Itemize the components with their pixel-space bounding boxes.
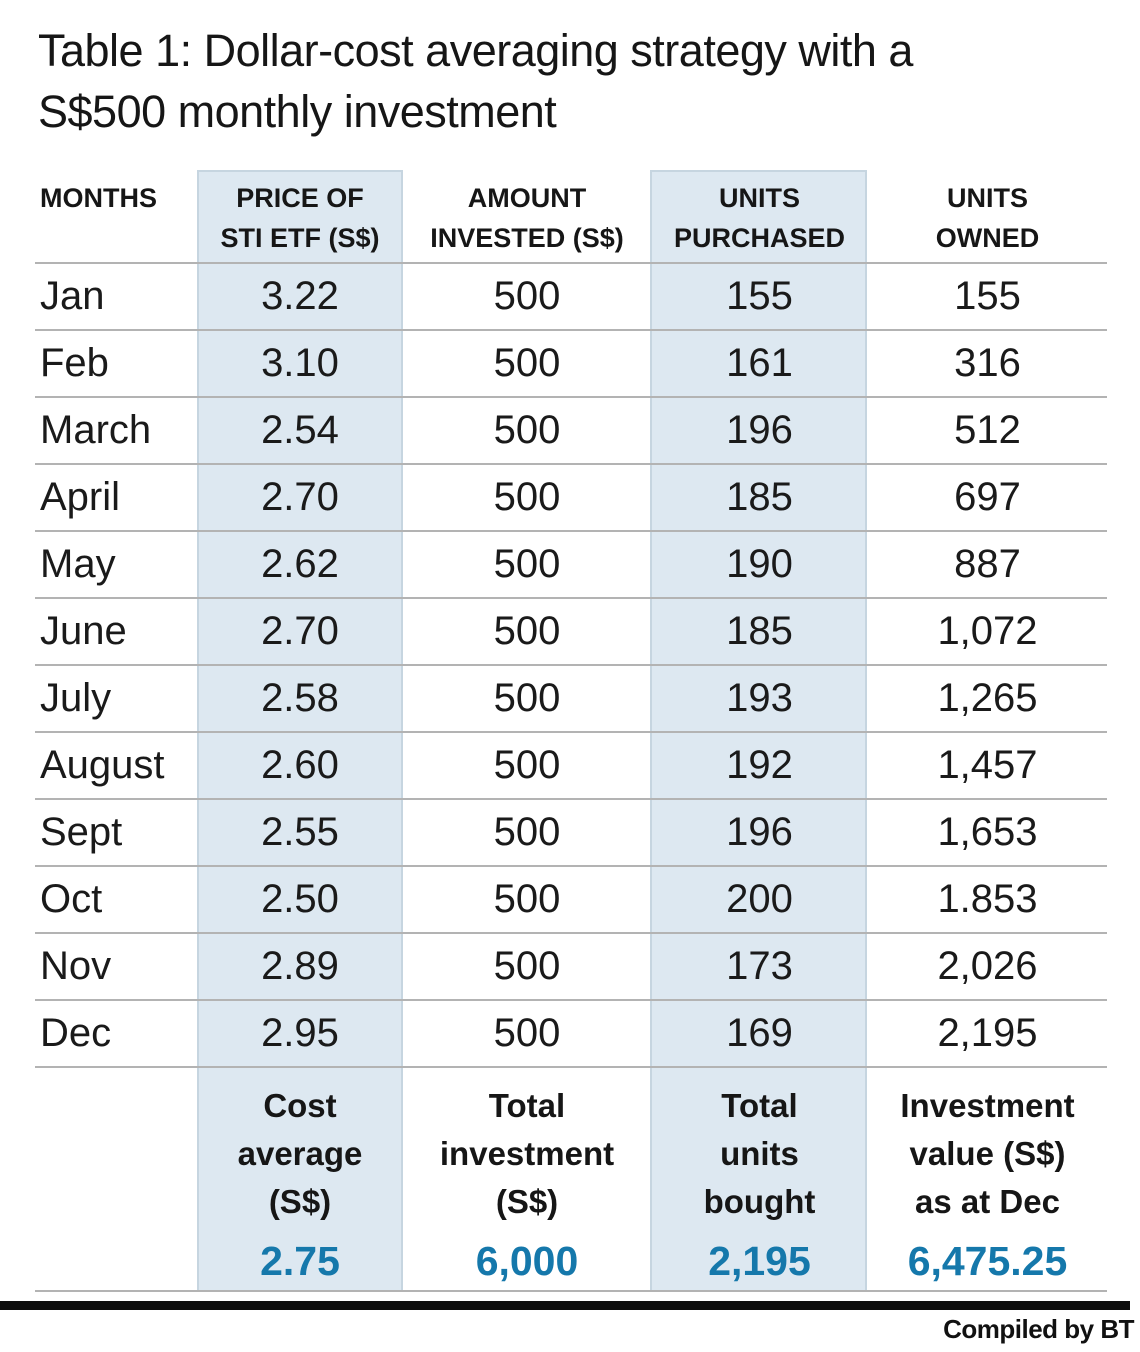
cell-units-owned: 316 bbox=[954, 341, 1021, 385]
summary-cell-investment-value: Investment value (S$) as at Dec 6,475.25 bbox=[868, 1068, 1107, 1290]
summary-label: Investment value (S$) as at Dec bbox=[900, 1087, 1075, 1220]
summary-label: Total investment (S$) bbox=[439, 1087, 615, 1220]
cell-price: 2.60 bbox=[261, 743, 339, 787]
summary-label: Cost average (S$) bbox=[237, 1087, 363, 1220]
column-header-amount-invested: AMOUNT INVESTED (S$) bbox=[430, 183, 624, 253]
cell-price: 2.54 bbox=[261, 408, 339, 452]
cell-amount-invested: 500 bbox=[493, 609, 561, 653]
cell-units-purchased: 185 bbox=[726, 475, 793, 519]
cell-units-purchased: 196 bbox=[726, 810, 793, 854]
cell-month: Dec bbox=[40, 1011, 112, 1055]
cell-month: Jan bbox=[40, 274, 105, 318]
cell-units-owned: 1,457 bbox=[937, 743, 1038, 787]
column-header-units-owned: UNITS OWNED bbox=[935, 183, 1040, 253]
cell-units-purchased: 169 bbox=[726, 1011, 793, 1055]
table-row: May 2.62 500 190 887 bbox=[35, 530, 1107, 597]
summary-cell-total-investment: Total investment (S$) 6,000 bbox=[403, 1068, 651, 1290]
cell-amount-invested: 500 bbox=[493, 676, 561, 720]
cell-month: Nov bbox=[40, 944, 112, 988]
cell-month: Feb bbox=[40, 341, 109, 385]
cell-units-purchased: 192 bbox=[726, 743, 793, 787]
cell-price: 2.58 bbox=[261, 676, 339, 720]
cell-month: Sept bbox=[40, 810, 123, 854]
source-credit: Compiled by BT bbox=[943, 1314, 1134, 1344]
cell-amount-invested: 500 bbox=[493, 877, 561, 921]
cell-units-owned: 1,653 bbox=[937, 810, 1038, 854]
table-header-row: MONTHS PRICE OF STI ETF (S$) AMOUNT INVE… bbox=[35, 170, 1107, 262]
table-row: Feb 3.10 500 161 316 bbox=[35, 329, 1107, 396]
summary-cell-empty bbox=[35, 1068, 197, 1290]
summary-value: 6,000 bbox=[475, 1238, 579, 1284]
cell-units-owned: 697 bbox=[954, 475, 1021, 519]
cell-month: Oct bbox=[40, 877, 103, 921]
cell-amount-invested: 500 bbox=[493, 408, 561, 452]
table-row: August 2.60 500 192 1,457 bbox=[35, 731, 1107, 798]
cell-units-purchased: 190 bbox=[726, 542, 793, 586]
bottom-rule bbox=[0, 1301, 1130, 1310]
cell-units-purchased: 173 bbox=[726, 944, 793, 988]
cell-price: 2.70 bbox=[261, 475, 339, 519]
cell-units-owned: 1,072 bbox=[937, 609, 1038, 653]
cell-amount-invested: 500 bbox=[493, 810, 561, 854]
cell-amount-invested: 500 bbox=[493, 1011, 561, 1055]
cell-units-purchased: 200 bbox=[726, 877, 793, 921]
table-summary-row: Cost average (S$) 2.75 Total investment … bbox=[35, 1066, 1107, 1292]
cell-amount-invested: 500 bbox=[493, 944, 561, 988]
cell-amount-invested: 500 bbox=[493, 542, 561, 586]
cell-price: 2.62 bbox=[261, 542, 339, 586]
table-row: Jan 3.22 500 155 155 bbox=[35, 262, 1107, 329]
table-row: April 2.70 500 185 697 bbox=[35, 463, 1107, 530]
cell-units-purchased: 196 bbox=[726, 408, 793, 452]
summary-value: 6,475.25 bbox=[907, 1238, 1068, 1284]
cell-price: 2.70 bbox=[261, 609, 339, 653]
table-row: Dec 2.95 500 169 2,195 bbox=[35, 999, 1107, 1066]
table-row: Sept 2.55 500 196 1,653 bbox=[35, 798, 1107, 865]
column-header-units-purchased: UNITS PURCHASED bbox=[673, 183, 846, 253]
summary-label: Total units bought bbox=[703, 1087, 816, 1220]
summary-value: 2,195 bbox=[708, 1238, 811, 1284]
table-row: March 2.54 500 196 512 bbox=[35, 396, 1107, 463]
cell-units-purchased: 185 bbox=[726, 609, 793, 653]
column-header-months: MONTHS bbox=[40, 183, 157, 213]
cell-units-purchased: 193 bbox=[726, 676, 793, 720]
table-row: July 2.58 500 193 1,265 bbox=[35, 664, 1107, 731]
cell-units-owned: 155 bbox=[954, 274, 1021, 318]
cell-units-owned: 2,195 bbox=[937, 1011, 1038, 1055]
cell-price: 2.95 bbox=[261, 1011, 339, 1055]
page-title: Table 1: Dollar-cost averaging strategy … bbox=[38, 25, 913, 137]
cell-month: April bbox=[40, 475, 121, 519]
table-body: Jan 3.22 500 155 155 Feb 3.10 500 161 31… bbox=[35, 262, 1107, 1066]
cell-price: 3.22 bbox=[261, 274, 339, 318]
column-header-price: PRICE OF STI ETF (S$) bbox=[220, 183, 380, 253]
cell-month: August bbox=[40, 743, 165, 787]
table-row: Oct 2.50 500 200 1.853 bbox=[35, 865, 1107, 932]
summary-cell-total-units: Total units bought 2,195 bbox=[651, 1068, 868, 1290]
cell-price: 2.55 bbox=[261, 810, 339, 854]
table-row: Nov 2.89 500 173 2,026 bbox=[35, 932, 1107, 999]
dca-table: MONTHS PRICE OF STI ETF (S$) AMOUNT INVE… bbox=[35, 170, 1107, 1292]
cell-price: 2.50 bbox=[261, 877, 339, 921]
cell-price: 3.10 bbox=[261, 341, 339, 385]
table-row: June 2.70 500 185 1,072 bbox=[35, 597, 1107, 664]
cell-units-purchased: 155 bbox=[726, 274, 793, 318]
cell-amount-invested: 500 bbox=[493, 743, 561, 787]
cell-month: March bbox=[40, 408, 152, 452]
summary-value: 2.75 bbox=[260, 1238, 340, 1284]
cell-month: July bbox=[40, 676, 112, 720]
cell-price: 2.89 bbox=[261, 944, 339, 988]
summary-cell-cost-average: Cost average (S$) 2.75 bbox=[197, 1068, 403, 1290]
cell-amount-invested: 500 bbox=[493, 341, 561, 385]
cell-units-owned: 512 bbox=[954, 408, 1021, 452]
cell-units-owned: 887 bbox=[954, 542, 1021, 586]
cell-units-owned: 1,265 bbox=[937, 676, 1038, 720]
cell-month: May bbox=[40, 542, 116, 586]
cell-units-purchased: 161 bbox=[726, 341, 793, 385]
cell-units-owned: 2,026 bbox=[937, 944, 1038, 988]
cell-units-owned: 1.853 bbox=[937, 877, 1038, 921]
cell-amount-invested: 500 bbox=[493, 475, 561, 519]
cell-month: June bbox=[40, 609, 127, 653]
cell-amount-invested: 500 bbox=[493, 274, 561, 318]
